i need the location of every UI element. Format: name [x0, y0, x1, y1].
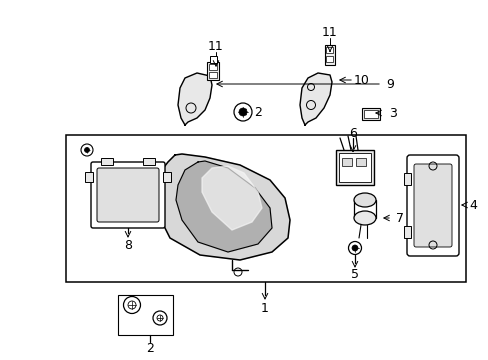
Text: 11: 11	[322, 26, 337, 39]
Circle shape	[239, 108, 246, 116]
Bar	[208, 72, 217, 78]
Bar	[363, 110, 377, 118]
Bar	[118, 295, 173, 335]
Ellipse shape	[353, 211, 375, 225]
Text: 7: 7	[395, 212, 403, 225]
Bar	[85, 172, 93, 182]
Bar	[325, 47, 332, 53]
Polygon shape	[178, 73, 212, 125]
Bar	[403, 173, 410, 185]
Text: 5: 5	[350, 269, 358, 282]
Text: 4: 4	[468, 198, 476, 212]
Polygon shape	[176, 161, 271, 252]
Bar	[101, 158, 113, 165]
Bar	[142, 158, 155, 165]
Text: 2: 2	[254, 105, 262, 118]
FancyBboxPatch shape	[91, 162, 164, 228]
FancyBboxPatch shape	[413, 164, 451, 247]
Polygon shape	[156, 154, 289, 260]
Text: 11: 11	[208, 40, 224, 53]
Circle shape	[351, 245, 357, 251]
Bar	[355, 158, 365, 166]
Text: 2: 2	[146, 342, 154, 355]
Polygon shape	[299, 73, 331, 125]
Bar	[341, 158, 351, 166]
Text: 1: 1	[261, 302, 268, 315]
FancyBboxPatch shape	[406, 155, 458, 256]
Bar	[338, 153, 370, 182]
Bar	[66, 135, 465, 282]
Ellipse shape	[353, 193, 375, 207]
Text: 6: 6	[348, 126, 356, 140]
Bar	[206, 62, 219, 80]
Bar	[335, 150, 373, 185]
Text: 3: 3	[388, 107, 396, 120]
Bar	[208, 64, 217, 70]
Text: 8: 8	[124, 239, 132, 252]
Text: 9: 9	[385, 77, 393, 90]
Polygon shape	[202, 166, 262, 230]
FancyBboxPatch shape	[97, 168, 159, 222]
Bar	[361, 108, 379, 120]
Bar	[325, 45, 334, 65]
Bar	[403, 226, 410, 238]
Bar	[325, 56, 332, 62]
Bar	[209, 56, 217, 63]
Circle shape	[84, 148, 89, 153]
Bar	[163, 172, 171, 182]
Text: 10: 10	[353, 73, 369, 86]
